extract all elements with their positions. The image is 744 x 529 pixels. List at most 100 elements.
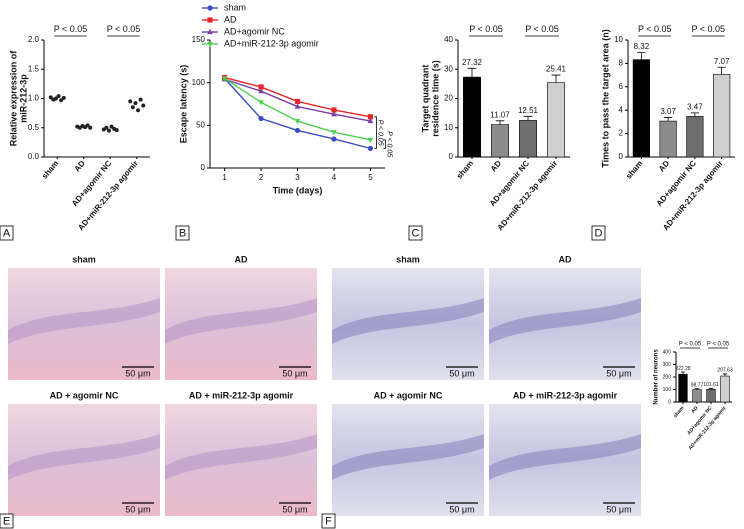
marker: [207, 17, 213, 23]
y-tick-label: 1.0: [28, 94, 40, 103]
x-tick-label: 3: [295, 173, 300, 182]
panel-letter-box: [408, 225, 423, 241]
legend-label: AD+agomir NC: [224, 26, 285, 36]
x-tick-label: AD: [73, 159, 87, 174]
data-point: [61, 95, 66, 100]
tissue-layer: [489, 298, 641, 344]
marker: [221, 76, 228, 82]
panel-letter-box: [591, 225, 606, 241]
bar: [706, 388, 716, 403]
marker: [331, 107, 337, 113]
y-tick-label: 20: [444, 94, 453, 103]
data-point: [141, 103, 146, 108]
image-label: sham: [72, 254, 96, 264]
bar: [720, 375, 730, 403]
y-tick-label: 4: [619, 105, 624, 114]
data-point: [59, 98, 64, 103]
value-label: 207.63: [717, 368, 733, 374]
significance-label: P < 0.05: [707, 342, 730, 348]
significance-label: P < 0.05: [469, 24, 503, 34]
panel-letter: E: [3, 515, 10, 527]
image-label: AD + miR-212-3p agomir: [513, 390, 618, 400]
scale-label: 50 μm: [449, 368, 474, 378]
error-bar: [467, 67, 477, 78]
data-point: [85, 123, 90, 128]
bar: [491, 124, 509, 158]
x-tick-label: AD: [489, 159, 503, 174]
tissue-layer: [165, 298, 317, 344]
tissue-layer: [332, 298, 484, 344]
marker: [207, 28, 213, 35]
x-tick-label: sham: [673, 405, 686, 419]
marker: [367, 137, 374, 143]
marker: [258, 100, 264, 106]
significance-label: P < 0.05: [691, 24, 725, 34]
y-axis-label: residence time (s): [430, 60, 440, 137]
y-tick-label: 30: [444, 64, 453, 73]
x-tick-label: 5: [368, 173, 373, 182]
panel-letter-box: [321, 513, 336, 529]
marker: [367, 117, 374, 124]
panel-letter-box: [0, 225, 14, 241]
data-point: [136, 108, 141, 113]
value-label: 11.07: [490, 110, 510, 119]
data-point: [128, 99, 133, 104]
tissue-layer: [8, 298, 160, 344]
y-axis-label: Target quadrant: [420, 65, 430, 133]
data-point: [138, 97, 143, 102]
y-tick-label: 10: [614, 35, 623, 44]
data-point: [88, 125, 93, 130]
marker: [207, 5, 213, 11]
bar: [713, 73, 731, 158]
bar: [678, 373, 688, 403]
y-tick-label: 150: [192, 35, 206, 44]
error-bar: [722, 373, 728, 377]
value-label: 98.77: [691, 382, 704, 388]
scale-label: 50 μm: [125, 368, 150, 378]
image-label: AD + miR-212-3p agomir: [189, 390, 294, 400]
error-bar: [690, 112, 700, 117]
error-bar: [663, 117, 673, 122]
y-tick-label: 40: [444, 35, 453, 44]
panel-letter: F: [325, 515, 332, 527]
y-axis-label: Relative expression of: [8, 50, 18, 147]
x-tick-label: AD: [657, 159, 671, 174]
data-point: [114, 128, 119, 133]
error-bar: [495, 120, 505, 125]
error-bar: [717, 66, 726, 75]
scale-label: 50 μm: [282, 368, 307, 378]
image-label: AD: [235, 254, 248, 264]
image-label: AD + agomir NC: [50, 390, 119, 400]
image-label: sham: [396, 254, 420, 264]
significance-label: P < 0.05: [386, 131, 393, 157]
panel-letter: B: [179, 227, 186, 239]
y-tick-label: 0.0: [28, 152, 40, 161]
legend-label: AD+miR-212-3p agomir: [224, 38, 319, 48]
x-tick-label: sham: [624, 159, 644, 181]
bar: [632, 59, 650, 158]
error-bar: [694, 388, 700, 390]
data-point: [130, 105, 135, 110]
data-point: [133, 101, 138, 106]
error-bar: [523, 115, 533, 121]
bar: [519, 120, 537, 158]
marker: [207, 41, 213, 48]
value-label: 222.28: [675, 366, 691, 372]
bar: [686, 116, 704, 158]
error-bar: [551, 74, 561, 83]
panel-letter-box: [0, 513, 14, 529]
data-point: [53, 96, 58, 101]
bar: [692, 389, 702, 403]
tissue-layer: [8, 434, 160, 480]
bar: [547, 82, 565, 158]
y-tick-label: 0: [668, 399, 671, 405]
marker: [294, 98, 301, 105]
legend-label: sham: [224, 2, 246, 12]
y-tick-label: 0: [619, 152, 624, 161]
y-tick-label: 300: [663, 362, 672, 368]
marker: [367, 145, 374, 151]
x-tick-label: 1: [222, 173, 227, 182]
tissue-layer: [332, 434, 484, 480]
x-axis-label: Time (days): [273, 185, 323, 195]
marker: [258, 88, 264, 94]
